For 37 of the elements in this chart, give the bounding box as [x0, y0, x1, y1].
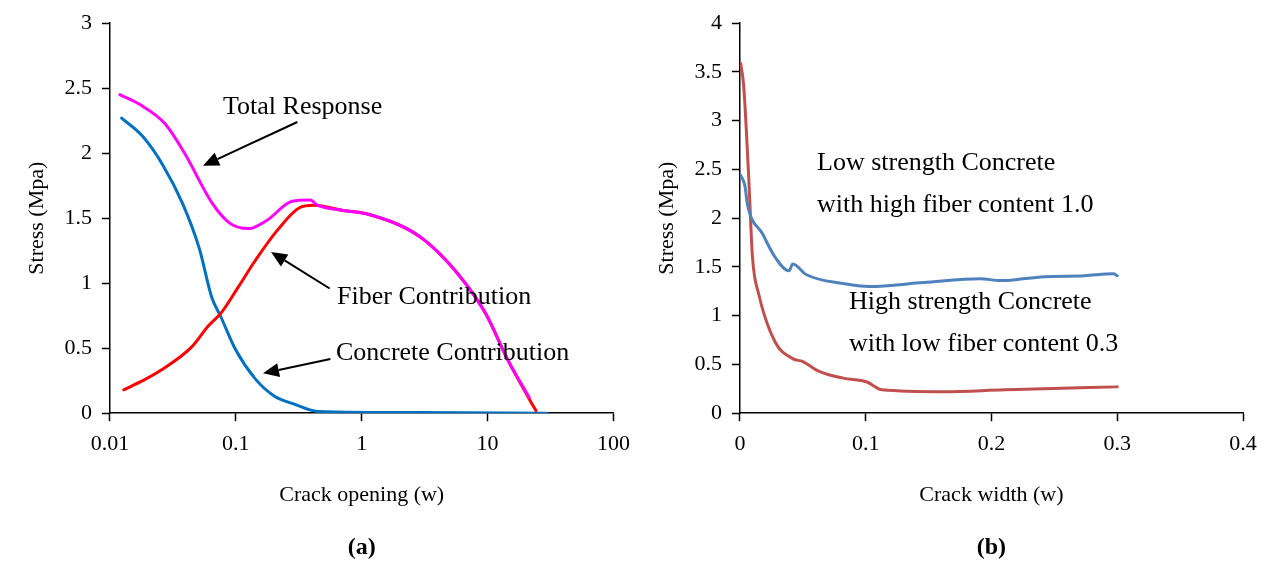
- x-tick-label: 100: [597, 430, 630, 456]
- line-series: [739, 173, 1119, 288]
- y-tick-label: 1.5: [694, 252, 722, 278]
- annotation: Total Response: [223, 90, 383, 120]
- y-tick-label: 4: [710, 8, 722, 34]
- x-tick-label: 1: [356, 430, 368, 456]
- line-series: [739, 61, 1119, 394]
- y-tick-label: 2.5: [64, 73, 92, 99]
- y-tick-label: 1: [710, 301, 722, 327]
- x-tick-label: 0.4: [1229, 430, 1257, 456]
- y-axis-title: Stress (Mpa): [652, 161, 678, 275]
- y-tick-label: 2: [80, 138, 92, 164]
- x-tick-label: 0.2: [977, 430, 1006, 456]
- x-tick-label: 0.01: [90, 430, 130, 456]
- x-tick-label: 0.3: [1103, 430, 1131, 456]
- text: (a): [347, 533, 376, 559]
- y-tick-label: 0: [80, 398, 92, 424]
- y-tick-label: 0.5: [64, 333, 92, 359]
- x-axis-title: Crack width (w): [919, 480, 1064, 506]
- text: (b): [976, 533, 1007, 559]
- y-tick-label: 2: [710, 203, 722, 229]
- x-tick-label: 0.1: [222, 430, 250, 456]
- annotation: High strength Concrete with low fiber content 0.3: [849, 285, 1119, 357]
- y-tick-label: 3: [80, 8, 92, 34]
- y-tick-label: 0.5: [694, 350, 722, 376]
- y-tick-label: 3.5: [694, 57, 722, 83]
- x-axis-title: Crack opening (w): [279, 480, 445, 506]
- x-tick-label: 0: [734, 430, 746, 456]
- y-tick-label: 3: [710, 106, 722, 132]
- x-tick-label: 0.1: [851, 430, 880, 456]
- x-tick-label: 10: [476, 430, 499, 456]
- annotation: Low strength Concrete with high fiber content 1.0: [817, 146, 1094, 218]
- y-axis-title: Stress (Mpa): [22, 161, 48, 275]
- y-tick-label: 1.5: [64, 203, 92, 229]
- y-tick-label: 1: [80, 268, 92, 294]
- y-tick-label: 2.5: [694, 155, 722, 181]
- y-tick-label: 0: [710, 398, 722, 424]
